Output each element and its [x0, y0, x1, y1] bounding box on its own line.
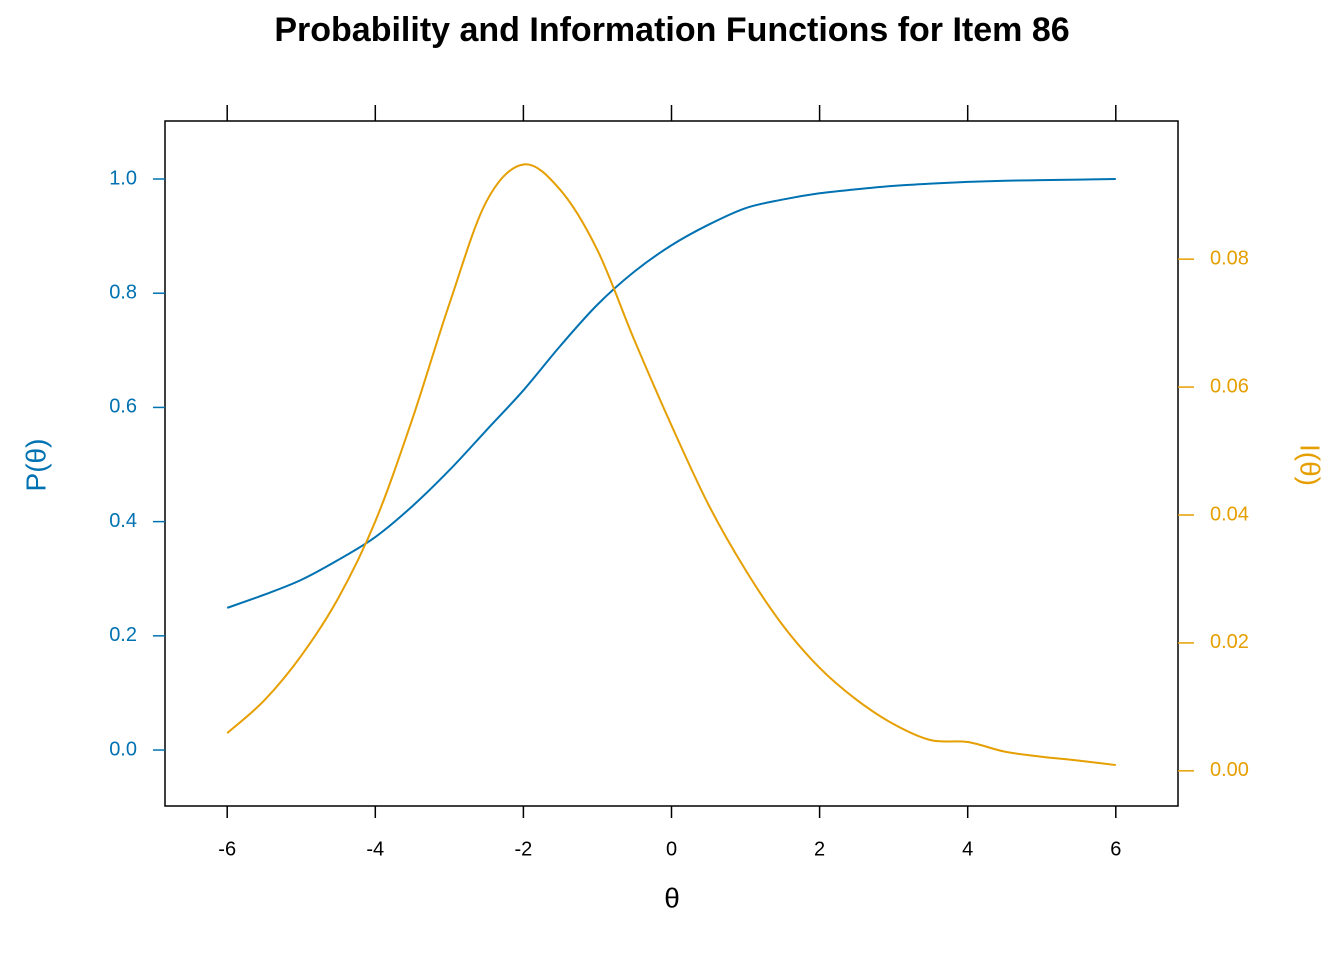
x-tick-label: 6: [1110, 838, 1121, 860]
x-tick-label: 4: [962, 838, 973, 860]
x-tick-label: 2: [814, 838, 825, 860]
x-axis-label: θ: [664, 882, 680, 913]
y-axis-label: P(θ): [20, 439, 51, 492]
x-tick-label: -4: [366, 838, 384, 860]
series-line: [226, 178, 1116, 609]
plot-frame: [164, 120, 1179, 807]
x-tick-label: -6: [218, 838, 236, 860]
y2-axis-label: I(θ): [1295, 444, 1326, 486]
x-tick-label: 0: [666, 838, 677, 860]
y2-tick-label: 0.00: [1210, 759, 1249, 781]
y-tick-label: 0.6: [109, 396, 137, 418]
y2-tick-label: 0.06: [1210, 375, 1249, 397]
y-tick-label: 0.8: [109, 282, 137, 304]
y2-tick-label: 0.02: [1210, 631, 1249, 653]
y-tick-label: 0.4: [109, 510, 137, 532]
series-line: [226, 163, 1116, 767]
y-tick-label: 0.2: [109, 624, 137, 646]
y2-tick-label: 0.08: [1210, 247, 1249, 269]
chart-title: Probability and Information Functions fo…: [274, 11, 1069, 49]
y-tick-label: 1.0: [109, 167, 137, 189]
y-tick-label: 0.0: [109, 738, 137, 760]
y2-tick-label: 0.04: [1210, 503, 1249, 525]
x-tick-label: -2: [515, 838, 533, 860]
